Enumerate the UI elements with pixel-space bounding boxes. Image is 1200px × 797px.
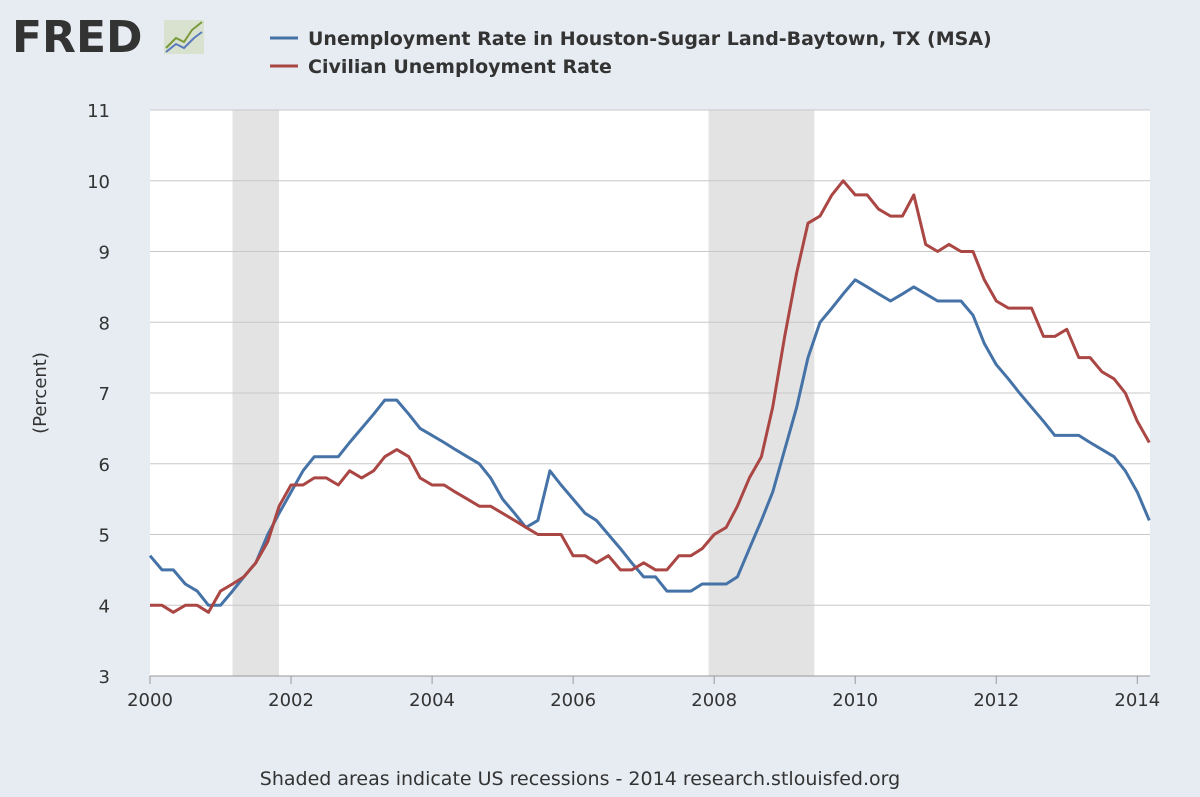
y-tick-label: 7 — [99, 384, 110, 405]
x-tick-label: 2002 — [268, 690, 314, 711]
y-tick-label: 4 — [99, 596, 110, 617]
logo: FRED — [12, 12, 143, 63]
x-tick-label: 2004 — [409, 690, 455, 711]
y-tick-label: 3 — [99, 667, 110, 688]
footer: Shaded areas indicate US recessions - 20… — [260, 768, 900, 790]
series-line — [150, 179, 1151, 614]
x-tick-label: 2014 — [1114, 690, 1160, 711]
legend-label: Civilian Unemployment Rate — [308, 56, 612, 78]
y-tick-label: 8 — [99, 313, 110, 334]
x-tick-label: 2008 — [691, 690, 737, 711]
legend-label: Unemployment Rate in Houston-Sugar Land-… — [308, 28, 992, 50]
y-tick-label: 9 — [99, 243, 110, 264]
x-tick-label: 2012 — [973, 690, 1019, 711]
y-tick-label: 11 — [87, 101, 110, 122]
y-tick-label: 10 — [87, 172, 110, 193]
y-tick-label: 5 — [99, 526, 110, 547]
series-line — [148, 278, 1151, 607]
y-axis-label: (Percent) — [30, 352, 51, 434]
logo-icon — [164, 20, 204, 54]
y-tick-label: 6 — [99, 455, 110, 476]
x-tick-label: 2000 — [127, 690, 173, 711]
x-tick-label: 2006 — [550, 690, 596, 711]
x-tick-label: 2010 — [832, 690, 878, 711]
